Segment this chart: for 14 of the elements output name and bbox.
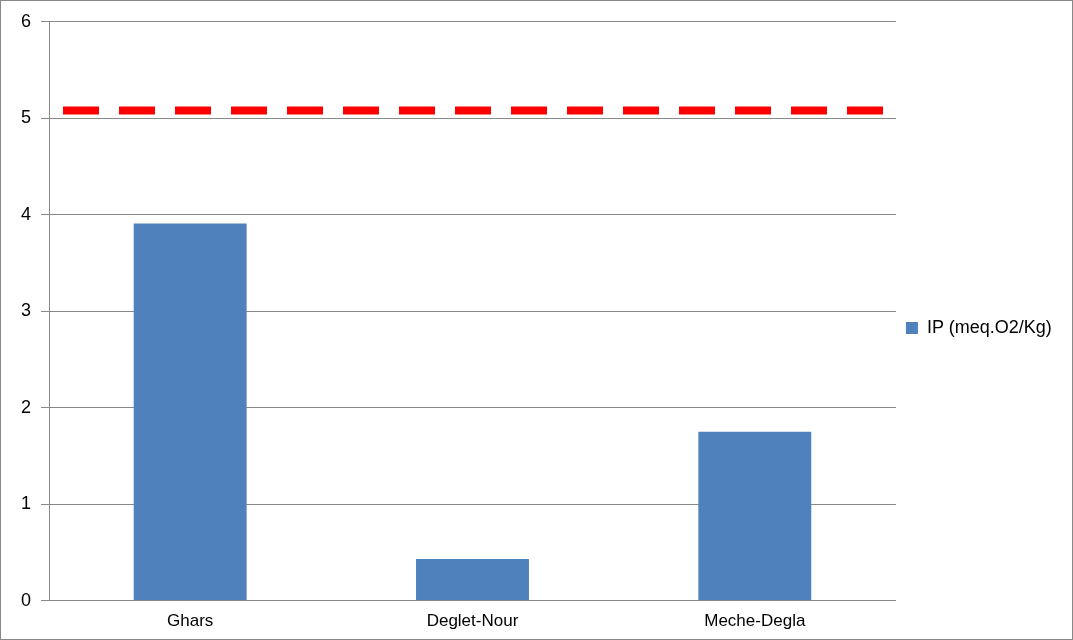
y-tick-label: 4 — [21, 203, 32, 224]
bar — [698, 431, 812, 601]
y-tick-label: 1 — [21, 493, 32, 514]
y-tick-label: 6 — [21, 10, 32, 31]
y-tick-label: 2 — [21, 396, 32, 417]
legend-label: IP (meq.O2/Kg) — [926, 316, 1052, 337]
bar — [416, 559, 529, 601]
x-tick-label: Meche-Degla — [704, 611, 806, 631]
y-tick-label: 0 — [21, 589, 32, 610]
x-tick-label: Deglet-Nour — [426, 611, 519, 631]
y-tick-label: 5 — [21, 107, 32, 128]
x-tick-label: Ghars — [167, 611, 214, 631]
y-tick-label: 3 — [21, 300, 32, 321]
bar — [133, 223, 247, 601]
